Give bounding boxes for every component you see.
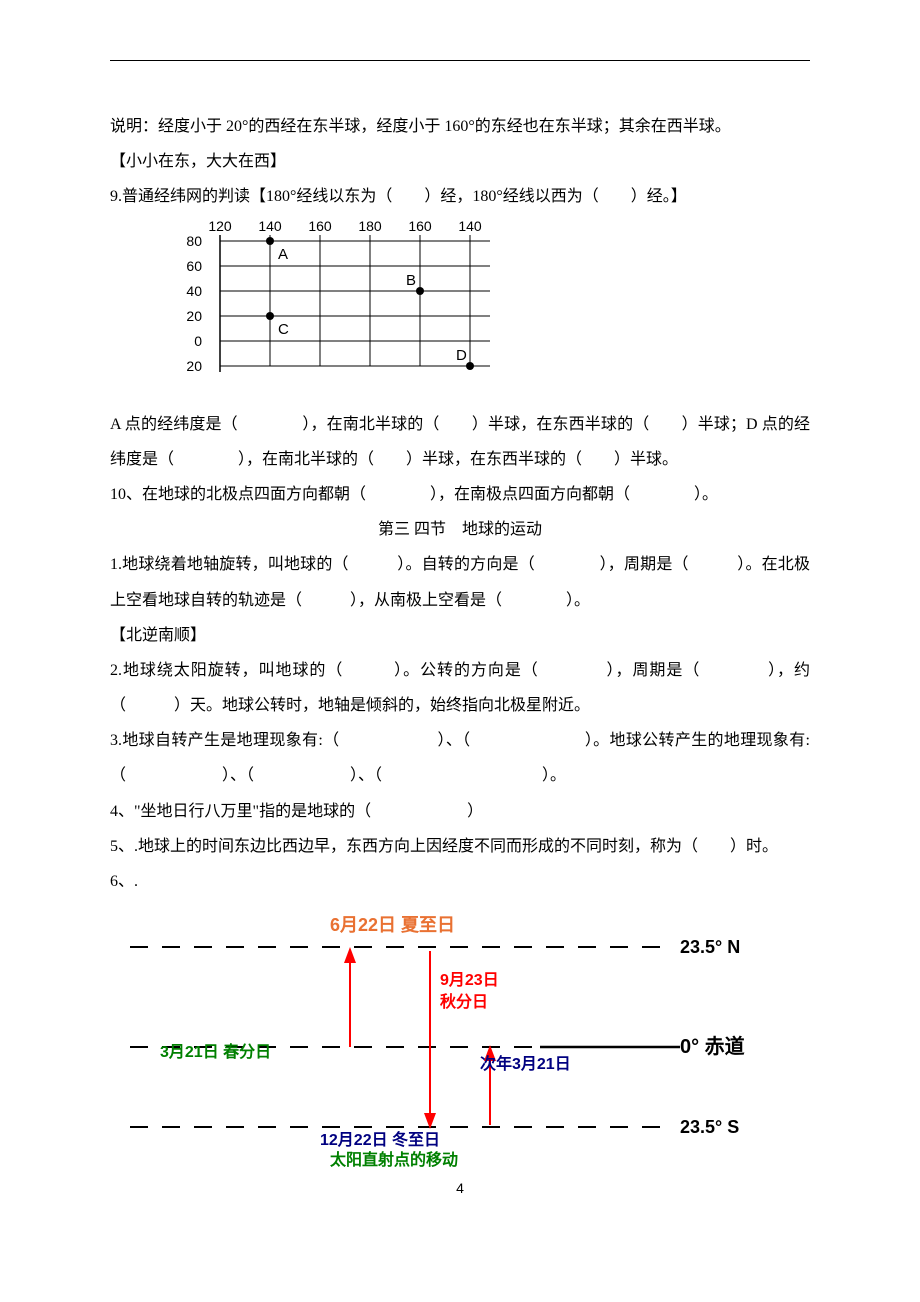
- question-10: 10、在地球的北极点四面方向都朝（ ），在南极点四面方向都朝（ ）。: [110, 477, 810, 512]
- paragraph-explain: 说明：经度小于 20°的西经在东半球，经度小于 160°的东经也在东半球；其余在…: [110, 109, 810, 144]
- question-s4: 4、"坐地日行八万里"指的是地球的（ ）: [110, 794, 810, 829]
- svg-text:20: 20: [186, 358, 202, 374]
- svg-text:180: 180: [358, 221, 382, 234]
- svg-text:160: 160: [408, 221, 432, 234]
- svg-text:D: D: [456, 347, 467, 364]
- sun-svg: 6月22日 夏至日 9月23日秋分日 3月21日 春分日次年3月21日 12月22日 …: [120, 907, 800, 1167]
- svg-text:太阳直射点的移动: 太阳直射点的移动: [329, 1150, 458, 1167]
- question-s2: 2.地球绕太阳旋转，叫地球的（ ）。公转的方向是（ ），周期是（ ），约（ ）天…: [110, 653, 810, 723]
- sun-direct-point-diagram: 6月22日 夏至日 9月23日秋分日 3月21日 春分日次年3月21日 12月22日 …: [120, 907, 800, 1167]
- svg-text:9月23日: 9月23日: [440, 971, 499, 989]
- question-s5: 5、.地球上的时间东边比西边早，东西方向上因经度不同而形成的不同时刻，称为（ ）…: [110, 829, 810, 864]
- svg-text:秋分日: 秋分日: [440, 992, 488, 1011]
- svg-text:140: 140: [458, 221, 482, 234]
- question-9-sub: A 点的经纬度是（ ），在南北半球的（ ）半球，在东西半球的（ ）半球；D 点的…: [110, 407, 810, 477]
- question-s3: 3.地球自转产生是地理现象有:（ ）、（ ）。地球公转产生的地理现象有:（ ）、…: [110, 723, 810, 793]
- svg-text:140: 140: [258, 221, 282, 234]
- paragraph-mnemonic2: 【北逆南顺】: [110, 618, 810, 653]
- question-s1: 1.地球绕着地轴旋转，叫地球的（ ）。自转的方向是（ ），周期是（ ）。在北极上…: [110, 547, 810, 617]
- question-9: 9.普通经纬网的判读【180°经线以东为（ ）经，180°经线以西为（ ）经。】: [110, 179, 810, 214]
- svg-text:60: 60: [186, 258, 202, 274]
- svg-text:12月22日 冬至日: 12月22日 冬至日: [320, 1130, 440, 1149]
- svg-text:20: 20: [186, 308, 202, 324]
- svg-text:23.5° S: 23.5° S: [680, 1117, 739, 1137]
- paragraph-mnemonic1: 【小小在东，大大在西】: [110, 144, 810, 179]
- section-title: 第三 四节 地球的运动: [110, 512, 810, 547]
- svg-text:80: 80: [186, 233, 202, 249]
- svg-text:23.5° N: 23.5° N: [680, 937, 740, 957]
- svg-text:0° 赤道: 0° 赤道: [680, 1034, 745, 1058]
- svg-text:0: 0: [194, 333, 202, 349]
- svg-text:40: 40: [186, 283, 202, 299]
- svg-text:120: 120: [208, 221, 232, 234]
- svg-text:A: A: [278, 246, 288, 263]
- question-s6: 6、.: [110, 864, 810, 899]
- svg-text:3月21日 春分日: 3月21日 春分日: [160, 1042, 271, 1061]
- svg-text:160: 160: [308, 221, 332, 234]
- grid-svg: 80 60 40 20 0 20 120 140 160 180 160 140 A B C D: [140, 221, 510, 401]
- lat-long-grid-chart: 80 60 40 20 0 20 120 140 160 180 160 140 A B C D: [140, 221, 510, 401]
- svg-text:C: C: [278, 321, 289, 338]
- svg-text:次年3月21日: 次年3月21日: [480, 1054, 571, 1073]
- horizontal-rule: [110, 60, 810, 61]
- svg-text:B: B: [406, 272, 416, 289]
- svg-text:6月22日 夏至日: 6月22日 夏至日: [330, 915, 455, 935]
- page-number: 4: [110, 1173, 810, 1204]
